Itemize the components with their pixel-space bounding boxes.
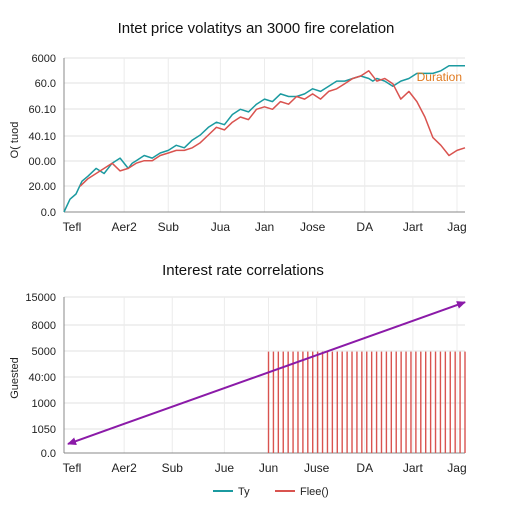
x-tick-label: Jag bbox=[447, 461, 466, 475]
y-tick-label: 40:00 bbox=[28, 372, 56, 384]
chart-title: Interest rate correlations bbox=[162, 262, 324, 279]
y-tick-label: 0.0 bbox=[41, 207, 56, 219]
y-tick-label: 40.10 bbox=[28, 131, 56, 143]
annotation-label: Duration bbox=[417, 70, 462, 84]
legend-label: Flee() bbox=[300, 486, 329, 498]
chart-title: Intet price volatitys an 3000 fire corel… bbox=[118, 20, 395, 37]
y-tick-label: 60.10 bbox=[28, 104, 56, 116]
x-tick-label: Jart bbox=[403, 220, 424, 234]
y-tick-label: 1000 bbox=[32, 398, 56, 410]
y-tick-label: 0.0 bbox=[41, 448, 56, 460]
x-tick-label: Jua bbox=[211, 220, 231, 234]
x-tick-label: Tefl bbox=[63, 220, 82, 234]
y-tick-label: 00.00 bbox=[28, 156, 56, 168]
trend-arrow bbox=[67, 301, 466, 445]
x-tick-label: Sub bbox=[158, 220, 180, 234]
y-tick-label: 20.00 bbox=[28, 181, 56, 193]
chart-2: Interest rate correlations 15000 8000 5000 4… bbox=[9, 262, 467, 498]
chart-1: Intet price volatitys an 3000 fire corel… bbox=[9, 20, 467, 234]
y-tick-label: 5000 bbox=[32, 346, 56, 358]
legend: Ty Flee() bbox=[213, 486, 329, 498]
x-tick-label: Aer2 bbox=[111, 220, 137, 234]
x-tick-label: DA bbox=[356, 220, 373, 234]
y-tick-label: 1050 bbox=[32, 424, 56, 436]
x-tick-label: Jose bbox=[300, 220, 326, 234]
y-tick-label: 6000 bbox=[32, 53, 56, 65]
y-tick-label: 8000 bbox=[32, 320, 56, 332]
legend-item: Flee() bbox=[275, 486, 329, 498]
x-tick-label: Jun bbox=[259, 461, 278, 475]
y-axis-label: O( tuod bbox=[9, 122, 21, 159]
y-axis-label: Guested bbox=[9, 357, 21, 399]
x-tick-label: Tefl bbox=[63, 461, 82, 475]
legend-item: Ty bbox=[213, 486, 250, 498]
series-line-2 bbox=[79, 70, 466, 187]
x-tick-label: DA bbox=[356, 461, 373, 475]
x-tick-label: Jan bbox=[255, 220, 274, 234]
x-tick-label: Juse bbox=[304, 461, 330, 475]
x-tick-label: Jue bbox=[215, 461, 235, 475]
x-tick-label: Aer2 bbox=[111, 461, 137, 475]
y-tick-label: 60.0 bbox=[35, 78, 56, 90]
y-tick-label: 15000 bbox=[25, 292, 56, 304]
x-tick-label: Sub bbox=[162, 461, 184, 475]
x-tick-label: Jart bbox=[403, 461, 424, 475]
legend-label: Ty bbox=[238, 486, 250, 498]
x-tick-label: Jag bbox=[447, 220, 466, 234]
